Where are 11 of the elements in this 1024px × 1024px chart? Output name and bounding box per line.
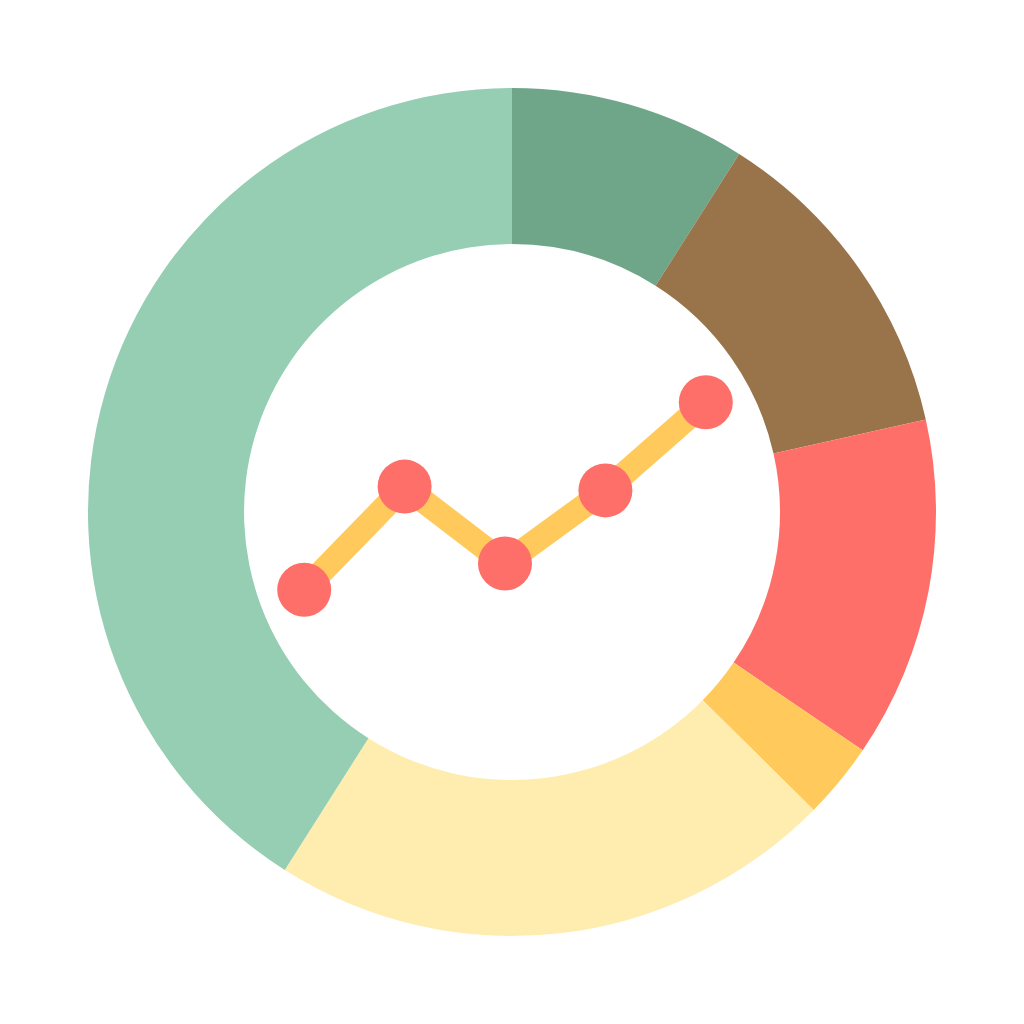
point <box>578 462 633 517</box>
point <box>277 561 332 616</box>
donut-slice <box>88 88 512 870</box>
donut-slice <box>733 419 936 751</box>
point <box>378 458 432 513</box>
donut-slice <box>512 88 740 286</box>
donut-slice <box>702 662 863 810</box>
point <box>478 535 533 590</box>
donut-slice <box>284 700 814 936</box>
donut-slice <box>655 154 926 454</box>
point <box>679 374 734 429</box>
